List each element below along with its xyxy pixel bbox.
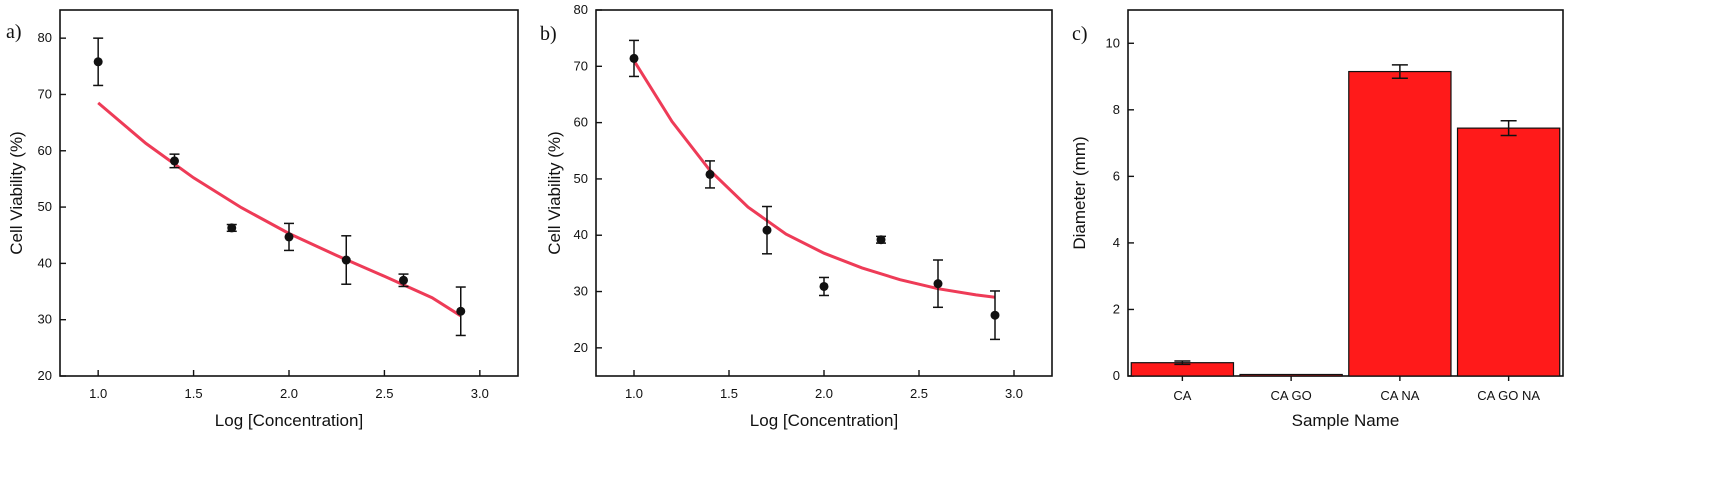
bar — [1348, 70, 1452, 377]
y-axis-title: Cell Viability (%) — [7, 131, 26, 254]
chart-panel-c: c) 0 2 4 6 8 10 Diameter (mm) Sample Name CA CA GO… — [1070, 9, 1564, 430]
y-tick-label: 30 — [38, 312, 52, 327]
panel-label: a) — [6, 21, 22, 43]
data-point — [456, 306, 466, 316]
data-point — [705, 169, 715, 179]
x-tick-label: 2.0 — [815, 386, 833, 401]
x-tick-label: 1.5 — [185, 386, 203, 401]
panel-label: c) — [1072, 23, 1088, 45]
x-tick-label: CA GO — [1271, 388, 1312, 403]
plot-frame — [59, 9, 519, 377]
x-tick-label: 3.0 — [1005, 386, 1023, 401]
y-tick-label: 50 — [38, 199, 52, 214]
x-tick-label: 1.0 — [625, 386, 643, 401]
y-tick-label: 80 — [38, 30, 52, 45]
data-point — [819, 281, 829, 291]
x-axis-title: Log [Concentration] — [750, 411, 898, 430]
y-tick-label: 20 — [574, 340, 588, 355]
y-tick-label: 60 — [38, 143, 52, 158]
data-point — [227, 223, 237, 233]
y-tick-label: 60 — [574, 115, 588, 130]
x-tick-label: 2.5 — [910, 386, 928, 401]
fit-curve — [632, 59, 996, 299]
y-tick-label: 2 — [1113, 301, 1120, 316]
data-point — [399, 275, 408, 285]
y-tick-label: 80 — [574, 2, 588, 17]
x-tick-label: 1.5 — [720, 386, 738, 401]
data-point — [876, 235, 886, 245]
y-tick-label: 70 — [38, 86, 52, 101]
y-tick-label: 50 — [574, 171, 588, 186]
y-tick-label: 20 — [38, 368, 52, 383]
data-point — [933, 279, 943, 289]
y-tick-label: 0 — [1113, 368, 1120, 383]
y-tick-label: 4 — [1113, 235, 1120, 250]
x-tick-label: 2.5 — [375, 386, 393, 401]
data-point — [341, 255, 351, 265]
y-tick-label: 40 — [574, 227, 588, 242]
y-tick-label: 70 — [574, 58, 588, 73]
x-tick-label: 3.0 — [471, 386, 489, 401]
y-tick-label: 8 — [1113, 102, 1120, 117]
y-tick-label: 6 — [1113, 168, 1120, 183]
bar — [1456, 127, 1561, 377]
plot-frame — [1127, 9, 1564, 377]
data-point — [284, 232, 294, 242]
bar — [1239, 373, 1343, 377]
chart-panel-b: b) 20 30 40 50 60 70 80 Cell Viability (%) Log [C… — [540, 2, 1053, 430]
fit-curve — [97, 101, 462, 318]
panel-label: b) — [540, 23, 557, 45]
x-tick-label: 1.0 — [89, 386, 107, 401]
y-tick-label: 30 — [574, 284, 588, 299]
data-point — [990, 310, 1000, 320]
plot-frame — [595, 9, 1053, 377]
data-point — [93, 57, 103, 67]
x-tick-label: CA GO NA — [1477, 388, 1540, 403]
chart-panel-a: a) 20 30 40 50 60 70 80 Cell Viability (%) Log [C… — [6, 9, 519, 430]
x-tick-label: 2.0 — [280, 386, 298, 401]
y-tick-label: 40 — [38, 255, 52, 270]
y-axis-title: Cell Viability (%) — [545, 131, 564, 254]
data-point — [170, 156, 179, 166]
x-axis-title: Log [Concentration] — [215, 411, 363, 430]
x-tick-label: CA NA — [1380, 388, 1419, 403]
y-tick-label: 10 — [1106, 35, 1120, 50]
x-axis-title: Sample Name — [1292, 411, 1400, 430]
y-axis-title: Diameter (mm) — [1070, 136, 1089, 249]
data-point — [762, 225, 772, 235]
data-point — [629, 53, 639, 63]
x-tick-label: CA — [1173, 388, 1191, 403]
